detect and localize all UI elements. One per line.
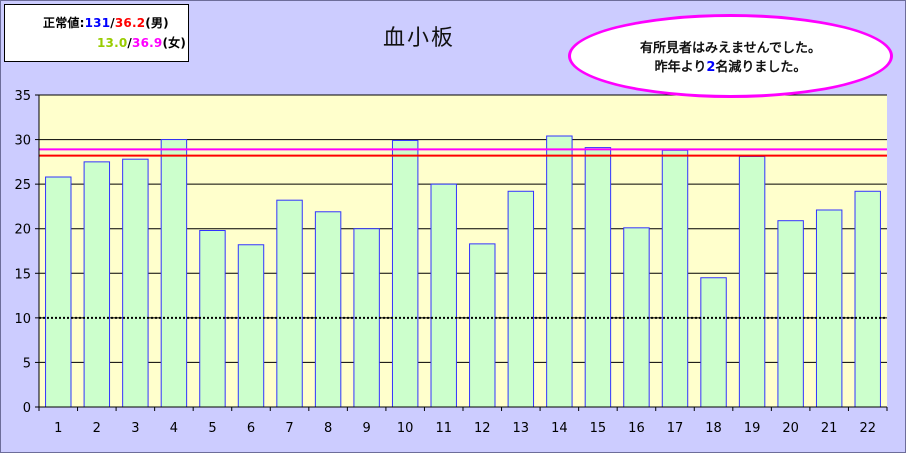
x-tick-label: 14 bbox=[551, 421, 568, 436]
note-ellipse: 有所見者はみえませんでした。 昨年より2名減りました。 bbox=[568, 14, 893, 98]
y-tick-label: 20 bbox=[14, 223, 31, 238]
bar bbox=[469, 243, 496, 408]
x-tick-label: 9 bbox=[362, 421, 370, 436]
bar bbox=[391, 139, 419, 408]
legend-separator: / bbox=[127, 36, 133, 50]
y-tick-label: 10 bbox=[14, 312, 31, 327]
bar bbox=[237, 244, 265, 408]
x-tick-label: 19 bbox=[744, 421, 761, 436]
legend-line-female: 13.0/36.9(女) bbox=[97, 34, 186, 51]
note-line-1: 有所見者はみえませんでした。 bbox=[640, 41, 821, 56]
legend-separator: / bbox=[110, 16, 115, 30]
y-tick-label: 35 bbox=[14, 89, 31, 104]
bar bbox=[738, 156, 766, 408]
bar bbox=[314, 211, 342, 408]
y-tick-label: 25 bbox=[14, 178, 31, 193]
bar bbox=[700, 277, 727, 408]
bar bbox=[546, 135, 573, 408]
legend-male-upper: 36.2 bbox=[114, 16, 146, 30]
legend-prefix: 正常値: bbox=[43, 16, 85, 30]
normal-range-legend: 正常値:131/36.2(男) 13.0/36.9(女) bbox=[4, 4, 189, 62]
reference-lines bbox=[39, 148, 887, 319]
legend-female-label: (女) bbox=[162, 36, 187, 50]
legend-female-lower: 13.0 bbox=[97, 36, 128, 50]
bar bbox=[430, 183, 457, 408]
bar bbox=[815, 209, 843, 408]
bar bbox=[122, 158, 149, 408]
x-tick-label: 8 bbox=[324, 421, 332, 436]
bar bbox=[661, 149, 689, 408]
x-tick-label: 11 bbox=[435, 421, 452, 436]
legend-male-label: (男) bbox=[145, 16, 169, 30]
bar bbox=[276, 199, 303, 408]
chart-title: 血小板 bbox=[383, 26, 456, 51]
bar bbox=[45, 176, 72, 408]
note-count: 2 bbox=[706, 60, 716, 75]
note-line-2: 昨年より2名減りました。 bbox=[571, 58, 890, 77]
x-tick-label: 18 bbox=[705, 421, 722, 436]
x-tick-label: 10 bbox=[397, 421, 414, 436]
x-tick-label: 12 bbox=[474, 421, 491, 436]
legend-line-male: 正常値:131/36.2(男) bbox=[43, 14, 169, 31]
x-tick-label: 21 bbox=[821, 421, 838, 436]
bar bbox=[854, 190, 881, 408]
x-tick-label: 22 bbox=[859, 421, 876, 436]
x-tick-label: 7 bbox=[285, 421, 293, 436]
legend-male-lower: 131 bbox=[84, 16, 111, 30]
bar bbox=[584, 147, 612, 408]
bar bbox=[777, 220, 804, 408]
y-tick-label: 0 bbox=[23, 401, 31, 416]
y-tick-label: 15 bbox=[14, 267, 31, 282]
x-tick-label: 5 bbox=[208, 421, 216, 436]
bar bbox=[507, 190, 535, 408]
legend-female-upper: 36.9 bbox=[132, 36, 163, 50]
x-tick-label: 3 bbox=[131, 421, 139, 436]
y-tick-label: 30 bbox=[14, 134, 31, 149]
note-suffix: 名減りました。 bbox=[715, 60, 807, 75]
bar bbox=[160, 139, 188, 408]
x-tick-label: 6 bbox=[247, 421, 255, 436]
x-tick-label: 20 bbox=[782, 421, 799, 436]
x-tick-label: 17 bbox=[667, 421, 684, 436]
x-tick-label: 16 bbox=[628, 421, 645, 436]
axes bbox=[35, 94, 888, 411]
x-tick-label: 4 bbox=[170, 421, 178, 436]
x-tick-label: 15 bbox=[590, 421, 607, 436]
bar bbox=[83, 161, 111, 408]
x-tick-label: 1 bbox=[54, 421, 62, 436]
note-prefix: 昨年より bbox=[654, 60, 707, 75]
x-tick-label: 13 bbox=[513, 421, 530, 436]
y-tick-label: 5 bbox=[23, 356, 31, 371]
x-tick-label: 2 bbox=[93, 421, 101, 436]
